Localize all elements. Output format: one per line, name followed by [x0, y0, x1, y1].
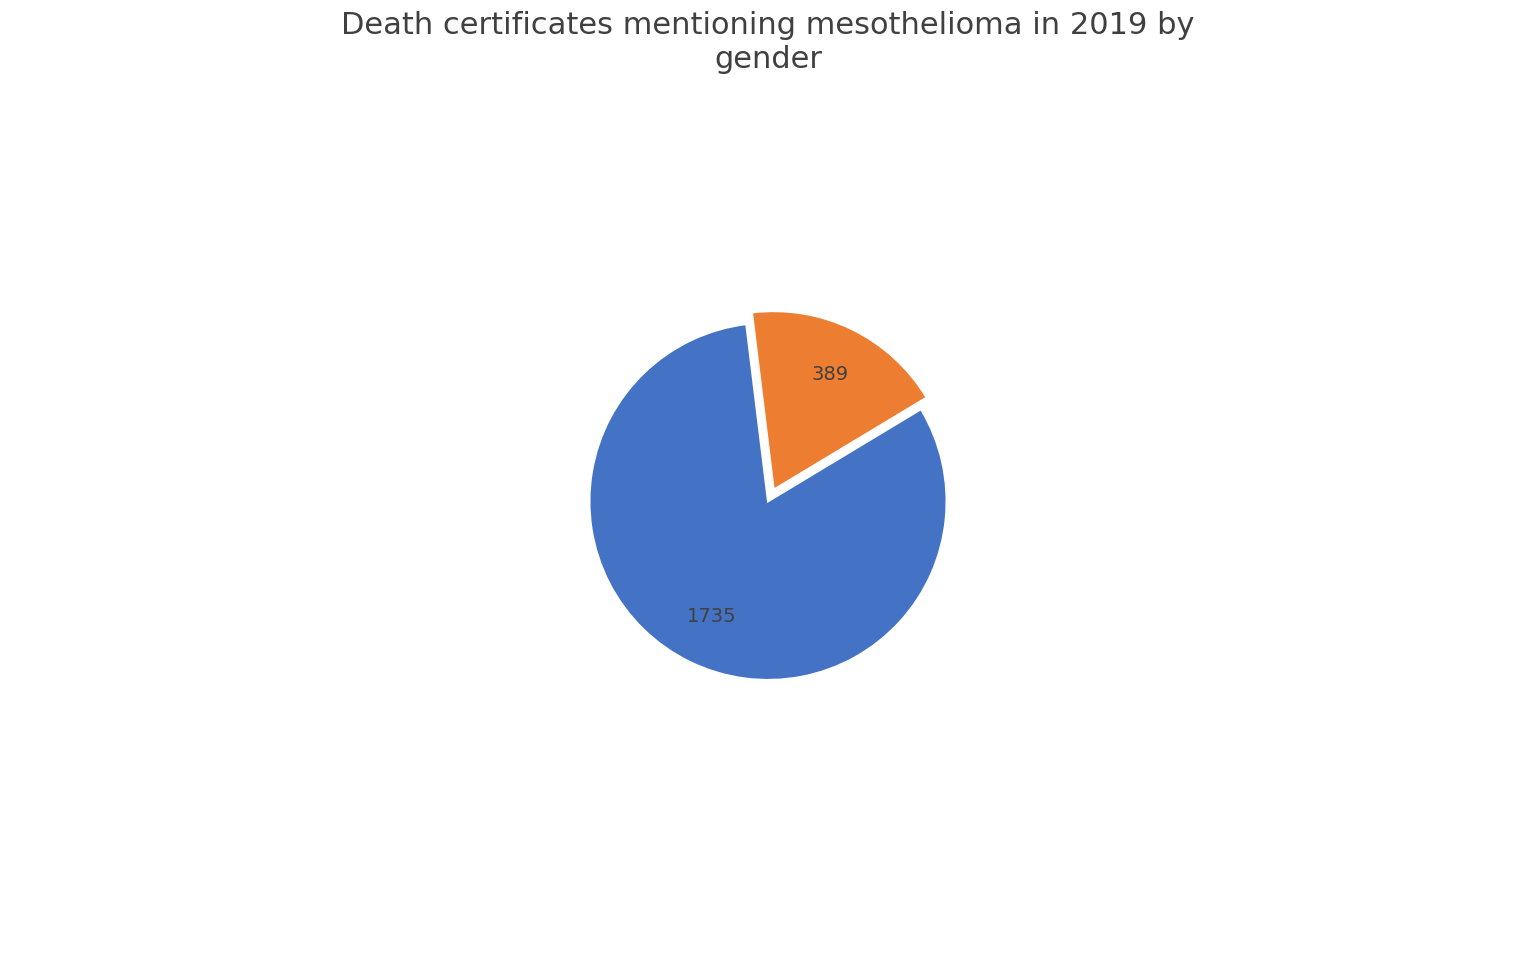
Text: 389: 389: [811, 365, 848, 384]
Text: 1735: 1735: [687, 607, 737, 626]
Title: Death certificates mentioning mesothelioma in 2019 by
gender: Death certificates mentioning mesothelio…: [341, 11, 1195, 74]
Wedge shape: [753, 311, 926, 490]
Wedge shape: [590, 324, 946, 680]
